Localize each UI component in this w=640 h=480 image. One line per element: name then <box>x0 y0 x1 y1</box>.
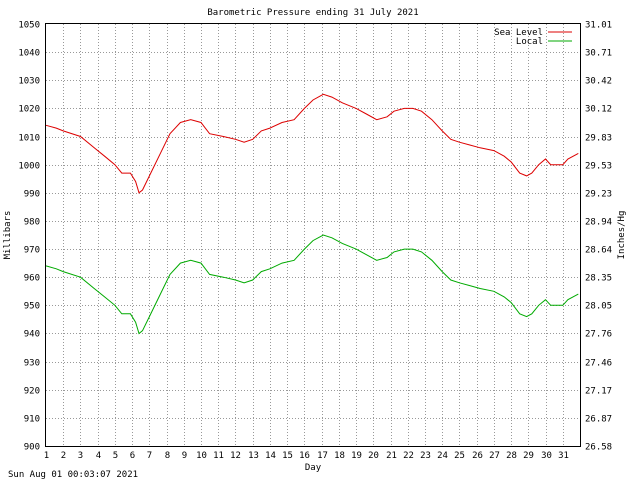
x-tick-label: 31 <box>558 451 569 461</box>
y-ticks-right: 26.58 26.87 27.17 27.46 27.76 28.05 28.35 28.64… <box>585 21 612 453</box>
x-tick-label: 30 <box>541 451 552 461</box>
x-ticks: 1 2 3 4 5 6 7 8 9 10 11 12 13 14 15 16 17 18 19 20 21 22 23 24 2… <box>44 451 569 461</box>
series-lines <box>45 93 579 335</box>
x-tick-label: 2 <box>61 451 66 461</box>
x-tick-label: 15 <box>282 451 293 461</box>
y-tick-label-left: 940 <box>24 330 40 340</box>
x-tick-label: 13 <box>248 451 259 461</box>
x-tick-label: 29 <box>523 451 534 461</box>
y-tick-label-right: 30.12 <box>585 105 612 115</box>
x-tick-label: 6 <box>130 451 135 461</box>
x-axis-label: Day <box>305 463 322 473</box>
y-tick-label-right: 26.87 <box>585 415 612 425</box>
x-tick-label: 7 <box>147 451 152 461</box>
x-tick-label: 10 <box>196 451 207 461</box>
y-tick-label-right: 28.35 <box>585 274 612 284</box>
y-tick-label-left: 950 <box>24 302 40 312</box>
y-tick-label-left: 970 <box>24 246 40 256</box>
y-tick-label-right: 28.94 <box>585 218 612 228</box>
y-tick-label-left: 1030 <box>18 77 40 87</box>
x-tick-label: 24 <box>437 451 448 461</box>
x-tick-label: 27 <box>489 451 500 461</box>
x-tick-label: 23 <box>420 451 431 461</box>
x-tick-label: 1 <box>44 451 49 461</box>
x-tick-label: 21 <box>386 451 397 461</box>
y-tick-label-right: 29.53 <box>585 162 612 172</box>
y-tick-label-left: 1040 <box>18 49 40 59</box>
x-tick-label: 8 <box>165 451 170 461</box>
x-tick-label: 26 <box>472 451 483 461</box>
y-tick-label-left: 920 <box>24 387 40 397</box>
x-tick-label: 18 <box>334 451 345 461</box>
y-tick-label-left: 980 <box>24 218 40 228</box>
chart-grid <box>46 24 580 446</box>
y-tick-label-right: 26.58 <box>585 443 612 453</box>
x-tick-label: 14 <box>265 451 276 461</box>
series-line-sea-level <box>45 93 579 194</box>
x-tick-label: 17 <box>317 451 328 461</box>
plot-frame <box>45 23 581 447</box>
y-tick-label-right: 29.23 <box>585 190 612 200</box>
x-tick-label: 12 <box>230 451 241 461</box>
chart-title: Barometric Pressure ending 31 July 2021 <box>207 8 418 18</box>
y-tick-label-left: 1010 <box>18 134 40 144</box>
x-tick-label: 16 <box>299 451 310 461</box>
y-tick-label-left: 960 <box>24 274 40 284</box>
y-tick-label-right: 29.83 <box>585 134 612 144</box>
x-tick-label: 20 <box>368 451 379 461</box>
y-ticks-left: 900 910 920 930 940 950 960 970 980 990 1000 1010 10… <box>18 21 40 453</box>
y-tick-label-right: 31.01 <box>585 21 612 31</box>
y-tick-label-right: 27.46 <box>585 359 612 369</box>
y-tick-label-right: 28.64 <box>585 246 612 256</box>
x-tick-label: 3 <box>78 451 83 461</box>
y-tick-label-left: 1020 <box>18 105 40 115</box>
x-tick-label: 4 <box>96 451 101 461</box>
y-tick-label-right: 28.05 <box>585 302 612 312</box>
series-line-local <box>45 234 579 335</box>
x-tick-label: 28 <box>506 451 517 461</box>
x-tick-label: 19 <box>351 451 362 461</box>
legend: Sea Level Local <box>494 28 572 47</box>
y-tick-label-right: 27.76 <box>585 330 612 340</box>
x-tick-label: 25 <box>454 451 465 461</box>
x-tick-label: 22 <box>403 451 414 461</box>
y-tick-label-right: 30.71 <box>585 49 612 59</box>
legend-label-local: Local <box>516 37 543 47</box>
x-tick-label: 5 <box>113 451 118 461</box>
y-tick-label-left: 1000 <box>18 162 40 172</box>
y-tick-label-left: 910 <box>24 415 40 425</box>
x-tick-label: 11 <box>213 451 224 461</box>
y-tick-label-left: 990 <box>24 190 40 200</box>
footer-timestamp: Sun Aug 01 00:03:07 2021 <box>8 470 138 480</box>
y-tick-label-left: 930 <box>24 359 40 369</box>
x-tick-label: 9 <box>182 451 187 461</box>
y-tick-label-left: 900 <box>24 443 40 453</box>
y-tick-label-right: 30.42 <box>585 77 612 87</box>
y-tick-label-right: 27.17 <box>585 387 612 397</box>
y-axis-label-left: Millibars <box>3 211 13 260</box>
y-axis-label-right: Inches/Hg <box>617 211 627 260</box>
y-tick-label-left: 1050 <box>18 21 40 31</box>
legend-label-sea-level: Sea Level <box>494 28 543 38</box>
